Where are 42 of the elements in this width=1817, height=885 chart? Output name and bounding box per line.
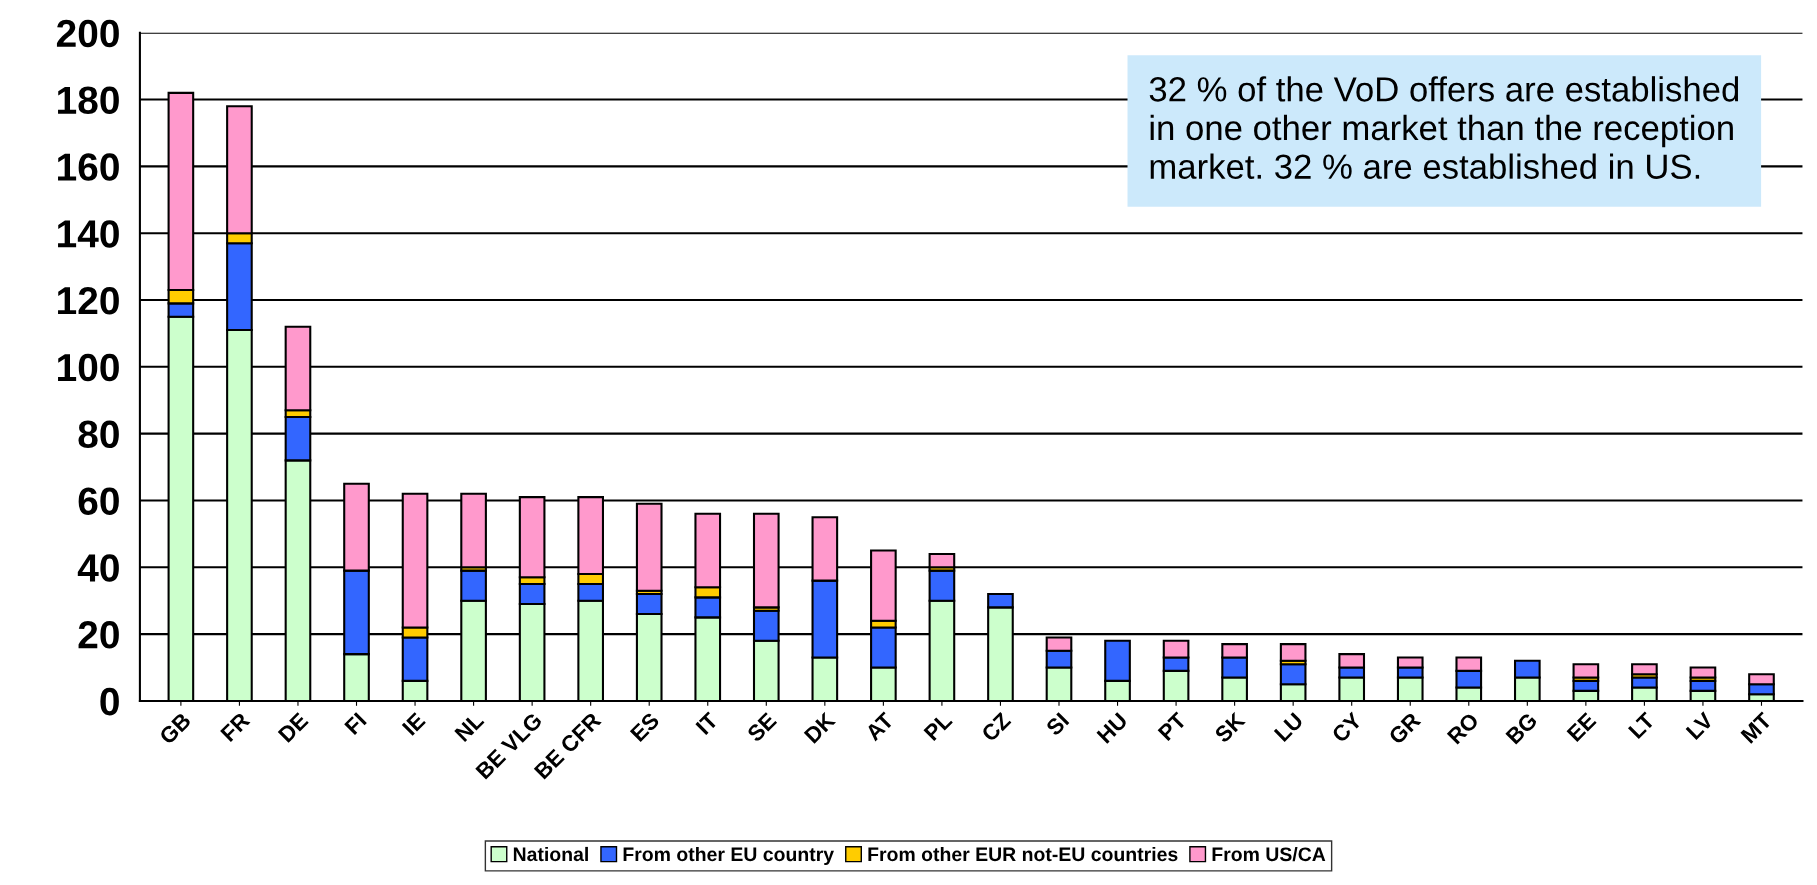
annotation: 32 % of the VoD offers are established in one other market than the reception market. 32 % are established in US.	[1149, 76, 1739, 179]
y-tick-label: 140	[58, 220, 119, 248]
x-tick-label: RO	[1446, 711, 1480, 745]
x-tick-label: NL	[454, 711, 485, 742]
x-tick-label: CY	[1330, 711, 1363, 744]
x-tick-label: DE	[277, 711, 309, 743]
legend-label: National	[513, 846, 588, 862]
legend-label: From US/CA	[1212, 846, 1326, 862]
x-tick-label: LV	[1685, 711, 1715, 740]
x-tick-label: FR	[220, 711, 251, 742]
x-tick-label: SE	[746, 711, 778, 743]
y-tick-label: 180	[58, 86, 119, 115]
x-tick-label: FI	[344, 712, 367, 735]
x-tick-label: BG	[1505, 712, 1538, 745]
legend-label: From other EU country	[623, 846, 834, 866]
y-tick-label: 0	[100, 687, 119, 716]
x-tick-label: ES	[629, 711, 661, 743]
x-tick-label: EE	[1566, 711, 1597, 742]
y-tick-label: 20	[78, 621, 119, 649]
x-tick-label: SI	[1045, 712, 1070, 737]
y-tick-label: 40	[77, 554, 119, 582]
x-tick-label: LT	[1628, 711, 1656, 740]
x-tick-label: DK	[803, 711, 837, 744]
x-tick-label: IT	[695, 711, 719, 735]
x-tick-label: HU	[1096, 712, 1129, 744]
y-tick-label: 100	[58, 353, 119, 382]
x-tick-label: PL	[923, 711, 953, 742]
x-tick-label: GB	[158, 711, 192, 746]
y-tick-label: 160	[58, 153, 119, 181]
x-tick-label: SK	[1213, 711, 1247, 744]
legend-label: From other EUR not-EU countries	[868, 846, 1178, 862]
x-tick-label: CZ	[980, 711, 1012, 743]
x-tick-label: PT	[1157, 711, 1188, 742]
y-tick-label: 200	[56, 19, 119, 48]
x-tick-label: AT	[864, 711, 895, 742]
x-tick-label: MT	[1740, 711, 1773, 744]
x-tick-label: LU	[1273, 712, 1304, 743]
y-tick-label: 60	[78, 487, 119, 515]
x-tick-label: GR	[1387, 711, 1422, 746]
y-tick-label: 80	[78, 420, 119, 449]
x-tick-label: IE	[401, 711, 426, 736]
y-tick-label: 120	[58, 286, 119, 315]
